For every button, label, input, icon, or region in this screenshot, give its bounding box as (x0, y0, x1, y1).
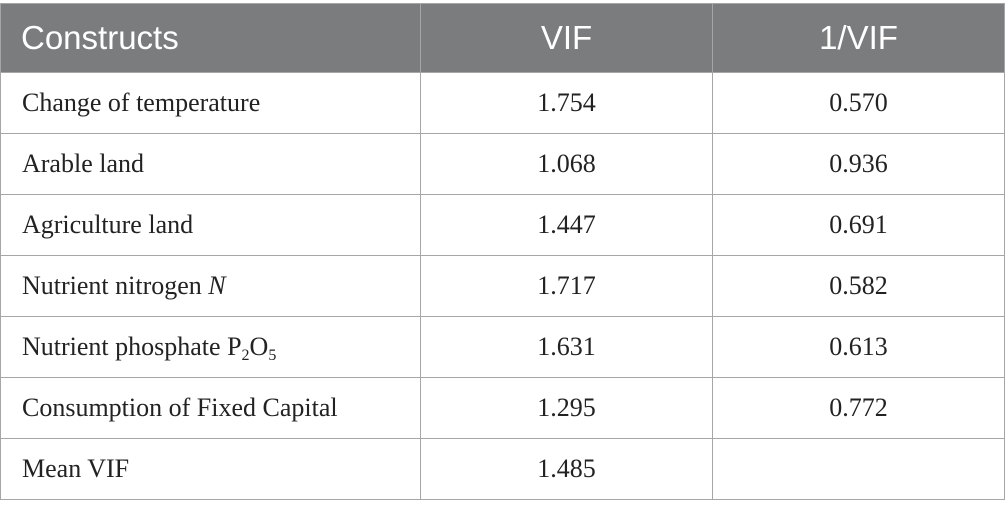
inverse-vif-cell: 0.613 (712, 316, 1005, 378)
vif-cell: 1.485 (420, 438, 713, 500)
header-row: Constructs VIF 1/VIF (0, 3, 1005, 73)
vif-cell: 1.754 (420, 72, 713, 134)
vif-cell: 1.631 (420, 316, 713, 378)
construct-text: Nutrient phosphate P (22, 332, 242, 361)
construct-cell: Nutrient nitrogen N (0, 255, 421, 317)
construct-cell: Consumption of Fixed Capital (0, 377, 421, 439)
construct-cell: Arable land (0, 133, 421, 195)
construct-cell: Agriculture land (0, 194, 421, 256)
header-inverse-vif: 1/VIF (712, 3, 1005, 73)
subscript: 2 (241, 347, 250, 364)
table-row: Agriculture land 1.447 0.691 (0, 194, 1005, 256)
vif-cell: 1.068 (420, 133, 713, 195)
inverse-vif-cell: 0.936 (712, 133, 1005, 195)
inverse-vif-cell: 0.772 (712, 377, 1005, 439)
header-vif: VIF (420, 3, 713, 73)
table-row: Nutrient phosphate P2O5 1.631 0.613 (0, 316, 1005, 378)
vif-table: Constructs VIF 1/VIF Change of temperatu… (0, 3, 1005, 500)
inverse-vif-cell: 0.570 (712, 72, 1005, 134)
construct-text: Nutrient nitrogen (22, 271, 209, 300)
construct-cell: Change of temperature (0, 72, 421, 134)
inverse-vif-cell (712, 438, 1005, 500)
table-row: Arable land 1.068 0.936 (0, 133, 1005, 195)
vif-cell: 1.447 (420, 194, 713, 256)
table-row: Consumption of Fixed Capital 1.295 0.772 (0, 377, 1005, 439)
subscript: 5 (268, 347, 277, 364)
inverse-vif-cell: 0.691 (712, 194, 1005, 256)
header-constructs: Constructs (0, 3, 421, 73)
vif-cell: 1.717 (420, 255, 713, 317)
construct-text: O (249, 332, 269, 361)
vif-cell: 1.295 (420, 377, 713, 439)
construct-cell: Nutrient phosphate P2O5 (0, 316, 421, 378)
construct-cell: Mean VIF (0, 438, 421, 500)
construct-symbol: N (208, 271, 226, 300)
table-row: Change of temperature 1.754 0.570 (0, 72, 1005, 134)
inverse-vif-cell: 0.582 (712, 255, 1005, 317)
table-row: Nutrient nitrogen N 1.717 0.582 (0, 255, 1005, 317)
table-row: Mean VIF 1.485 (0, 438, 1005, 500)
